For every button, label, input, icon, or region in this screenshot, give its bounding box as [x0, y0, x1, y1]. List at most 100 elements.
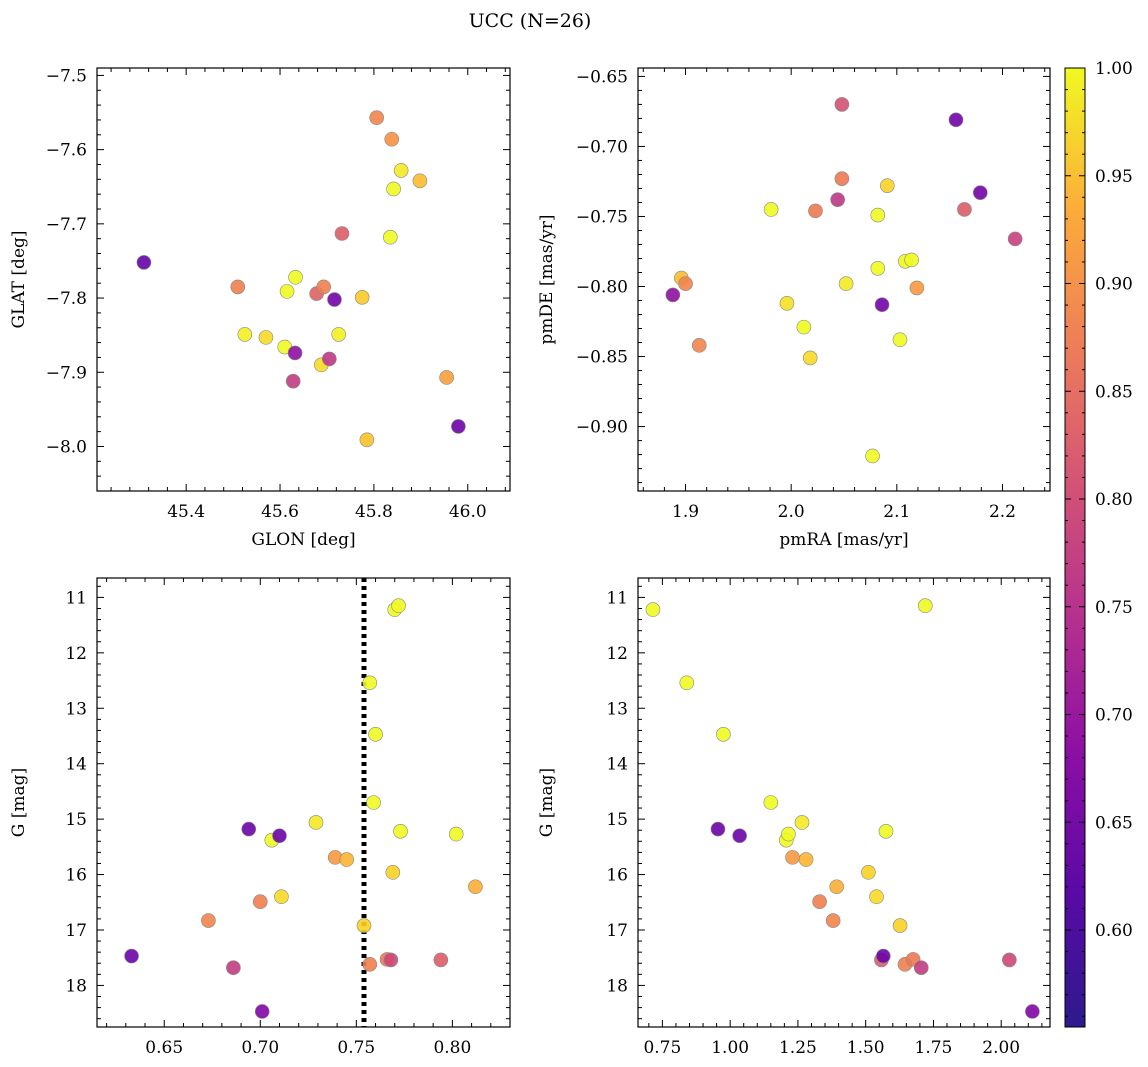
colorbar-tick-label: 0.60: [1095, 921, 1133, 941]
panel-3: 0.650.700.750.801112131415161718Plx [mas…: [9, 577, 511, 1067]
scatter-point: [448, 826, 464, 842]
scatter-point: [732, 828, 747, 844]
figure-title: UCC (N=26): [469, 10, 592, 32]
scatter-point: [366, 795, 381, 810]
x-tick-label: 0.80: [433, 1038, 471, 1058]
scatter-point: [369, 110, 385, 126]
scatter-point: [785, 850, 800, 865]
scatter-point: [829, 879, 844, 895]
y-tick-label: −0.90: [576, 418, 628, 438]
scatter-point: [1002, 952, 1017, 968]
scatter-point: [830, 192, 845, 207]
colorbar-tick-label: 0.70: [1095, 706, 1133, 726]
scatter-point: [834, 97, 850, 112]
scatter-point: [892, 332, 908, 348]
scatter-point: [393, 163, 409, 178]
scatter-point: [136, 255, 152, 270]
scatter-point: [972, 185, 988, 200]
scatter-point: [451, 419, 466, 434]
scatter-point: [870, 207, 886, 223]
scatter-point: [812, 894, 827, 910]
x-tick-label: 2.1: [883, 502, 910, 522]
y-tick-label: 12: [606, 644, 628, 664]
x-tick-label: 0.65: [145, 1038, 183, 1058]
scatter-point: [468, 879, 483, 895]
scatter-point: [913, 960, 929, 975]
y-tick-label: 14: [606, 755, 628, 775]
y-tick-label: 17: [606, 921, 628, 941]
scatter-point: [285, 373, 301, 389]
scatter-point: [781, 826, 796, 842]
scatter-point: [861, 865, 876, 880]
panel-1: 45.4 45.6 45.8 46.0 −7.5 −7.6 −7.7 −7.8 −7.9 −8.0…: [9, 66, 511, 550]
y-tick-label: −7.8: [46, 289, 87, 309]
colorbar-tick-label: 0.85: [1095, 382, 1133, 402]
y-tick-label: 15: [606, 810, 628, 830]
y-tick-label: 17: [65, 921, 87, 941]
scatter-point: [386, 181, 401, 197]
y-tick-label: 16: [65, 866, 87, 886]
scatter-point: [241, 821, 257, 837]
scatter-point: [869, 889, 884, 905]
scatter-point: [316, 279, 331, 295]
scatter-point: [796, 319, 812, 335]
y-tick-label: 15: [65, 810, 87, 830]
x-tick-label: 1.00: [711, 1038, 749, 1058]
x-tick-label: 45.4: [167, 502, 205, 522]
scatter-point: [802, 350, 818, 366]
y-tick-label: 11: [65, 588, 87, 608]
y-tick-label: −0.75: [576, 207, 628, 227]
scatter-point: [412, 173, 428, 189]
colorbar: 1.00 0.95 0.90 0.85 0.80 0.75 0.70 0.65 0.60: [1064, 59, 1133, 1028]
scatter-point: [825, 913, 841, 928]
scatter-point: [691, 338, 707, 353]
scatter-point: [362, 675, 378, 691]
scatter-point: [957, 202, 972, 217]
x-tick-label: 0.70: [241, 1038, 279, 1058]
scatter-point: [393, 824, 408, 839]
scatter-point: [679, 675, 695, 691]
x-tick-label: 1.9: [672, 502, 699, 522]
scatter-point: [237, 327, 253, 342]
colorbar-tick-label: 1.00: [1095, 59, 1133, 79]
y-tick-label: −0.65: [576, 67, 628, 87]
scatter-point: [322, 351, 337, 367]
y-tick-label: −0.85: [576, 348, 628, 368]
colorbar-tick-label: 0.75: [1095, 598, 1133, 618]
y-tick-label: −0.70: [576, 137, 628, 157]
panel-4: 0.75 1.00 1.25 1.50 1.75 2.00 11 12 13 14 15 16 17 18…: [537, 577, 1051, 1067]
scatter-panels: 45.4 45.6 45.8 46.0 −7.5 −7.6 −7.7 −7.8 −7.9 −8.0…: [9, 66, 1051, 1067]
scatter-point: [383, 952, 399, 968]
x-tick-label: 0.75: [643, 1038, 681, 1058]
scatter-point: [272, 828, 287, 844]
scatter-point: [124, 948, 139, 964]
plot-area: [96, 577, 511, 1028]
y-tick-label: −7.5: [46, 66, 87, 86]
scatter-point: [439, 370, 454, 385]
colorbar-tick-label: 0.80: [1095, 490, 1133, 510]
y-tick-label: 14: [65, 755, 87, 775]
x-tick-label: 45.8: [355, 502, 393, 522]
scatter-point: [254, 1004, 270, 1019]
scatter-point: [354, 290, 370, 305]
y-tick-label: 13: [65, 699, 87, 719]
scatter-point: [808, 203, 823, 219]
x-tick-label: 46.0: [449, 502, 487, 522]
scatter-point: [226, 960, 241, 975]
scatter-point: [716, 727, 731, 742]
y-tick-label: −8.0: [46, 437, 87, 457]
scatter-point: [433, 952, 449, 968]
scatter-point: [308, 815, 324, 830]
scatter-point: [1007, 231, 1023, 247]
colorbar-tick-label: 0.90: [1095, 275, 1133, 295]
plot-area: [96, 67, 511, 492]
scatter-point: [904, 252, 919, 268]
panel-2: 1.9 2.0 2.1 2.2 −0.65 −0.70 −0.75 −0.80 −0.85 −0.…: [537, 67, 1051, 550]
y-tick-label: 12: [65, 644, 87, 664]
colorbar-tick-label: 0.65: [1095, 813, 1133, 833]
scatter-point: [918, 598, 933, 614]
scatter-point: [710, 821, 726, 837]
scatter-point: [359, 432, 375, 448]
y-tick-label: 18: [606, 976, 628, 996]
